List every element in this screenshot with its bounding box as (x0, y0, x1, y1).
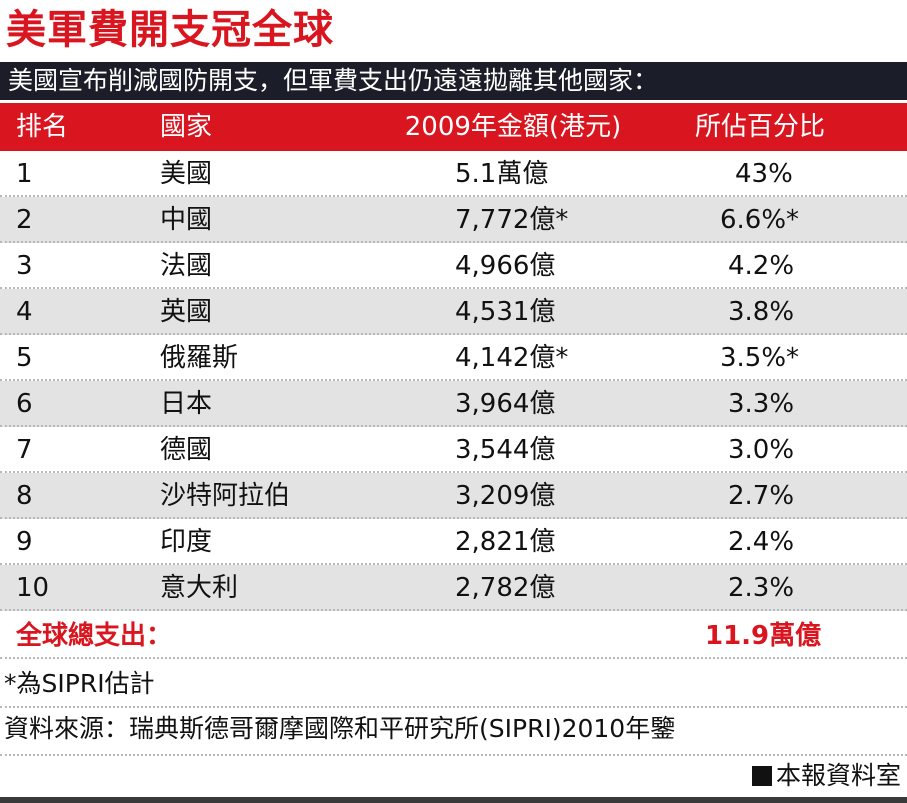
header-rank: 排名 (16, 112, 69, 142)
cell-percent: 2.3% (728, 573, 795, 603)
table-row: 4 英國 4,531億 3.8% (0, 289, 907, 335)
cell-country: 印度 (160, 527, 213, 557)
cell-percent: 6.6%* (720, 205, 800, 235)
table-row: 1 美國 5.1萬億 43% (0, 151, 907, 197)
cell-country: 英國 (160, 297, 213, 327)
cell-rank: 5 (16, 343, 33, 373)
bottom-rule (0, 797, 907, 803)
divider (0, 754, 907, 756)
cell-country: 美國 (160, 159, 213, 189)
cell-percent: 3.8% (728, 297, 795, 327)
cell-percent: 3.0% (728, 435, 795, 465)
cell-rank: 8 (16, 481, 33, 511)
cell-rank: 10 (16, 573, 50, 603)
cell-rank: 2 (16, 205, 33, 235)
cell-rank: 9 (16, 527, 33, 557)
header-amount: 2009年金額(港元) (404, 112, 622, 142)
table-row: 8 沙特阿拉伯 3,209億 2.7% (0, 473, 907, 519)
cell-country: 中國 (160, 205, 213, 235)
cell-rank: 7 (16, 435, 33, 465)
credit-text: 本報資料室 (775, 761, 901, 790)
cell-percent: 3.5%* (720, 343, 800, 373)
cell-amount: 4,142億* (455, 343, 569, 373)
header-country: 國家 (160, 112, 213, 142)
table-body: 1 美國 5.1萬億 43% 2 中國 7,772億* 6.6%* 3 法國 4… (0, 151, 907, 611)
cell-country: 意大利 (160, 573, 239, 603)
table-row: 9 印度 2,821億 2.4% (0, 519, 907, 565)
cell-amount: 7,772億* (455, 205, 569, 235)
cell-rank: 4 (16, 297, 33, 327)
table-row: 3 法國 4,966億 4.2% (0, 243, 907, 289)
divider (0, 706, 907, 708)
cell-rank: 6 (16, 389, 33, 419)
cell-amount: 5.1萬億 (455, 159, 549, 189)
table-row: 5 俄羅斯 4,142億* 3.5%* (0, 335, 907, 381)
source-note: 資料來源：瑞典斯德哥爾摩國際和平研究所(SIPRI)2010年鑒 (4, 714, 676, 743)
square-bullet-icon (751, 766, 772, 786)
total-value: 11.9萬億 (705, 621, 822, 651)
cell-amount: 3,964億 (455, 389, 556, 419)
table-row: 7 德國 3,544億 3.0% (0, 427, 907, 473)
cell-amount: 3,544億 (455, 435, 556, 465)
cell-percent: 3.3% (728, 389, 795, 419)
cell-amount: 3,209億 (455, 481, 556, 511)
cell-amount: 4,966億 (455, 251, 556, 281)
header-percent: 所佔百分比 (694, 112, 825, 142)
table-row: 6 日本 3,964億 3.3% (0, 381, 907, 427)
cell-amount: 2,821億 (455, 527, 556, 557)
page-title: 美軍費開支冠全球 (6, 7, 334, 53)
cell-country: 沙特阿拉伯 (160, 481, 291, 511)
subtitle-bar: 美國宣布削減國防開支，但軍費支出仍遠遠拋離其他國家： (0, 62, 907, 100)
table-row: 2 中國 7,772億* 6.6%* (0, 197, 907, 243)
table-header: 排名 國家 2009年金額(港元) 所佔百分比 (0, 103, 907, 151)
footnote: *為SIPRI估計 (4, 669, 155, 698)
cell-percent: 43% (735, 159, 793, 189)
subtitle-text: 美國宣布削減國防開支，但軍費支出仍遠遠拋離其他國家： (8, 66, 659, 95)
total-label: 全球總支出： (16, 621, 173, 651)
cell-rank: 1 (16, 159, 33, 189)
cell-percent: 2.7% (728, 481, 795, 511)
cell-percent: 4.2% (728, 251, 795, 281)
total-row: 全球總支出： 11.9萬億 (0, 613, 907, 659)
credit-line: 本報資料室 (751, 756, 901, 796)
cell-amount: 2,782億 (455, 573, 556, 603)
cell-country: 法國 (160, 251, 213, 281)
cell-amount: 4,531億 (455, 297, 556, 327)
cell-country: 德國 (160, 435, 213, 465)
cell-percent: 2.4% (728, 527, 795, 557)
table-row: 10 意大利 2,782億 2.3% (0, 565, 907, 611)
cell-country: 俄羅斯 (160, 343, 239, 373)
cell-rank: 3 (16, 251, 33, 281)
cell-country: 日本 (160, 389, 213, 419)
